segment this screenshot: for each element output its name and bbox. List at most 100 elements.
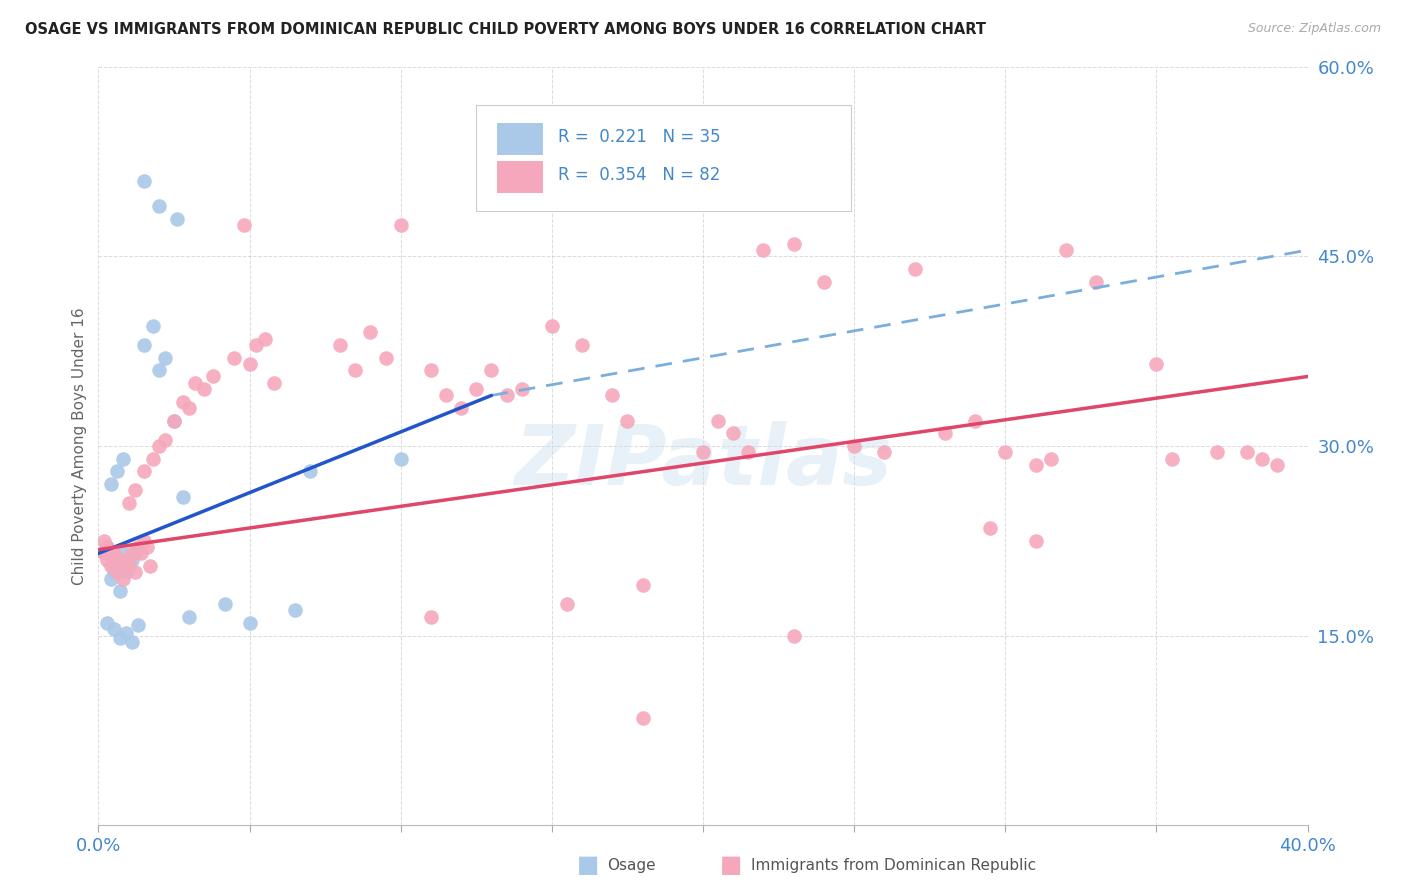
Point <box>132 338 155 352</box>
Point <box>96 540 118 554</box>
Point <box>103 546 125 560</box>
Point <box>1144 357 1167 371</box>
Point <box>142 318 165 333</box>
Point <box>253 332 276 346</box>
Point <box>631 578 654 592</box>
Point <box>707 414 730 428</box>
Point <box>555 597 578 611</box>
Point <box>93 533 115 548</box>
Point <box>153 433 176 447</box>
Point <box>103 622 125 636</box>
Text: Osage: Osage <box>607 858 657 872</box>
Point <box>284 603 307 617</box>
Text: ZIPatlas: ZIPatlas <box>515 421 891 501</box>
Point <box>434 388 457 402</box>
Point <box>934 426 956 441</box>
Point <box>100 476 122 491</box>
Point <box>127 618 149 632</box>
Point <box>121 552 143 567</box>
Point <box>105 464 128 478</box>
Text: ■: ■ <box>720 854 742 877</box>
Point <box>193 382 215 396</box>
FancyBboxPatch shape <box>498 161 543 193</box>
Point <box>148 199 170 213</box>
Point <box>96 615 118 630</box>
Point <box>142 451 165 466</box>
Point <box>129 546 152 560</box>
Point <box>118 552 141 567</box>
Point <box>360 325 382 339</box>
Point <box>108 584 131 599</box>
Point <box>752 243 775 257</box>
Point <box>163 414 186 428</box>
Point <box>965 414 987 428</box>
Point <box>1206 445 1229 459</box>
Point <box>93 546 115 560</box>
Point <box>232 218 254 232</box>
Point <box>93 546 115 560</box>
Point <box>737 445 759 459</box>
Point <box>121 635 143 649</box>
Point <box>114 566 136 580</box>
Point <box>420 609 443 624</box>
Point <box>420 363 443 377</box>
Point <box>723 426 745 441</box>
Point <box>1024 458 1046 472</box>
Point <box>118 559 141 574</box>
Point <box>184 376 207 390</box>
Point <box>263 376 285 390</box>
Point <box>510 382 533 396</box>
Point <box>994 445 1017 459</box>
FancyBboxPatch shape <box>498 123 543 155</box>
Point <box>616 414 638 428</box>
Point <box>540 318 562 333</box>
Point <box>118 496 141 510</box>
Point <box>979 521 1001 535</box>
Point <box>114 559 136 574</box>
Point <box>135 540 157 554</box>
Point <box>389 218 412 232</box>
Point <box>108 631 131 645</box>
Point <box>108 552 131 567</box>
Point <box>1024 533 1046 548</box>
Point <box>239 357 262 371</box>
Point <box>202 369 225 384</box>
FancyBboxPatch shape <box>475 105 851 211</box>
Point <box>692 445 714 459</box>
Point <box>904 262 927 277</box>
Text: OSAGE VS IMMIGRANTS FROM DOMINICAN REPUBLIC CHILD POVERTY AMONG BOYS UNDER 16 CO: OSAGE VS IMMIGRANTS FROM DOMINICAN REPUB… <box>25 22 986 37</box>
Point <box>1054 243 1077 257</box>
Point <box>111 572 134 586</box>
Point <box>450 401 472 416</box>
Point <box>166 211 188 226</box>
Point <box>124 546 146 560</box>
Point <box>374 351 396 365</box>
Y-axis label: Child Poverty Among Boys Under 16: Child Poverty Among Boys Under 16 <box>72 307 87 585</box>
Point <box>783 236 806 251</box>
Point <box>571 338 593 352</box>
Point <box>96 552 118 567</box>
Point <box>844 439 866 453</box>
Point <box>179 401 201 416</box>
Point <box>172 490 194 504</box>
Point <box>873 445 896 459</box>
Point <box>389 451 412 466</box>
Point <box>214 597 236 611</box>
Point <box>148 439 170 453</box>
Point <box>132 464 155 478</box>
Point <box>148 363 170 377</box>
Point <box>245 338 267 352</box>
Point <box>602 388 624 402</box>
Point <box>329 338 352 352</box>
Point <box>114 626 136 640</box>
Point <box>163 414 186 428</box>
Point <box>239 615 262 630</box>
Text: Immigrants from Dominican Republic: Immigrants from Dominican Republic <box>751 858 1036 872</box>
Point <box>1267 458 1289 472</box>
Point <box>124 566 146 580</box>
Point <box>96 540 118 554</box>
Point <box>224 351 246 365</box>
Point <box>1160 451 1182 466</box>
Point <box>121 546 143 560</box>
Point <box>124 483 146 498</box>
